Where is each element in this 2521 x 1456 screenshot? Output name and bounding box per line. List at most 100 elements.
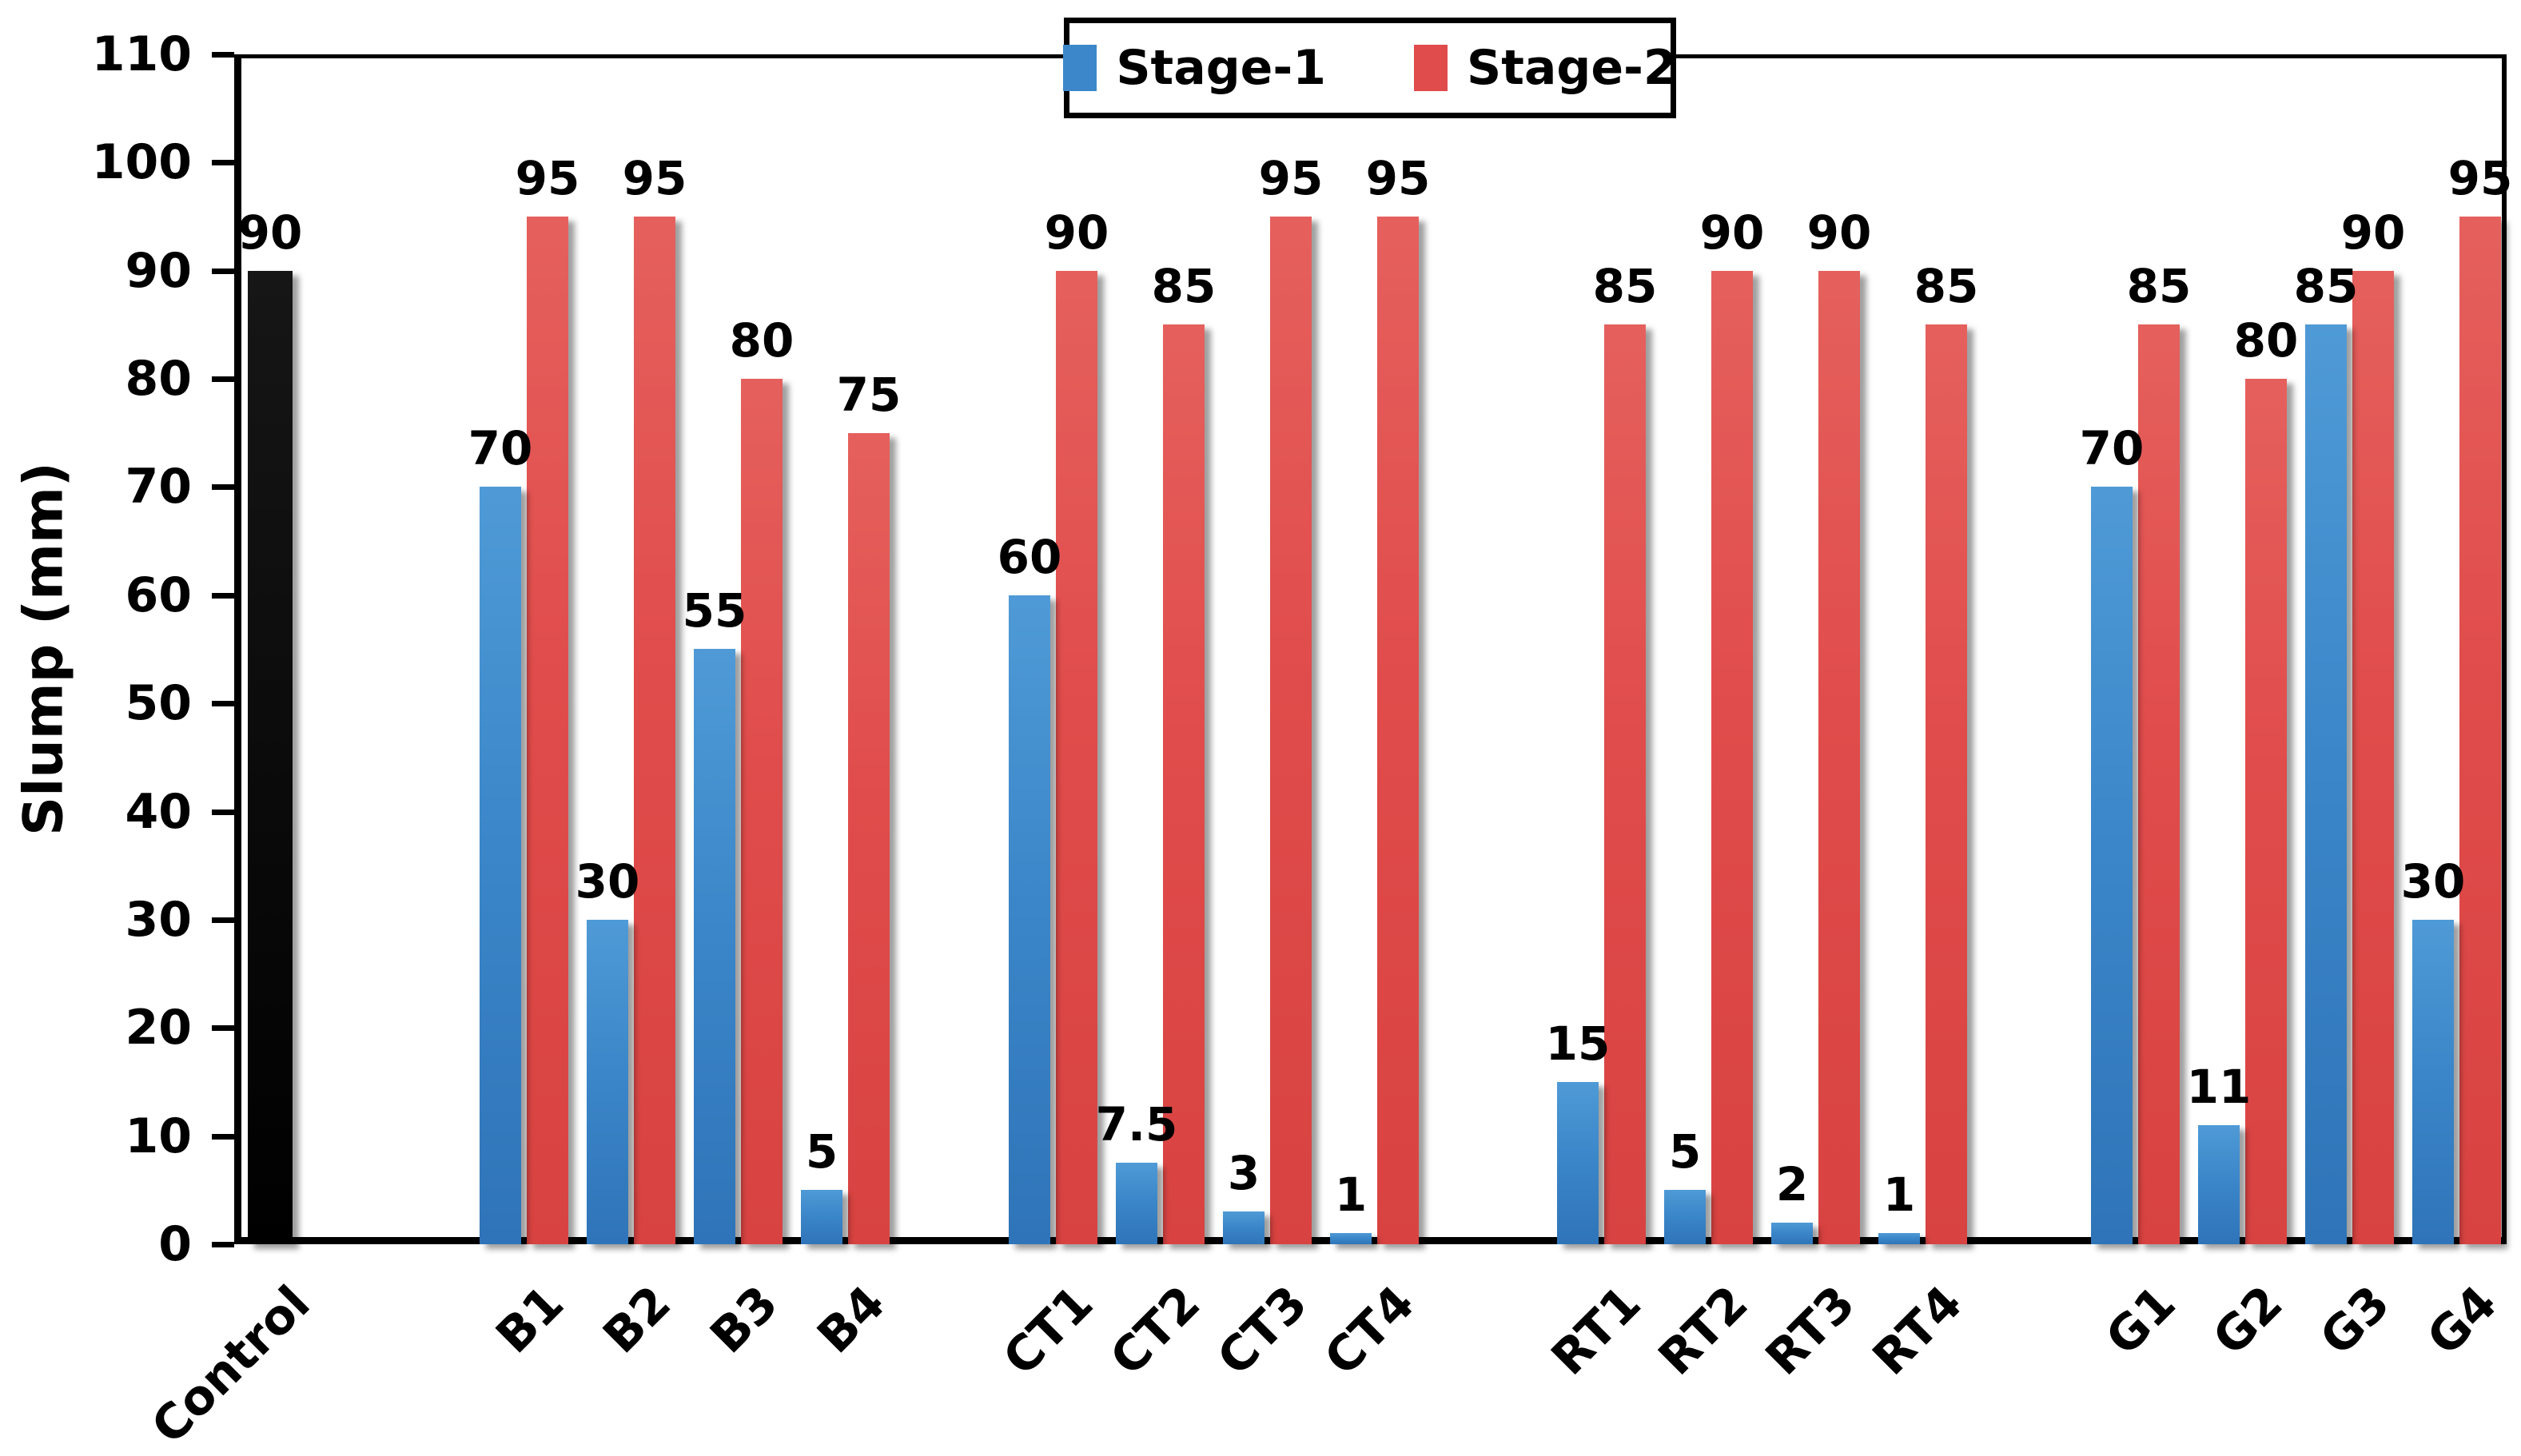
y-tick-label: 20 bbox=[125, 1000, 193, 1056]
value-label-stage2-RT4: 85 bbox=[1914, 259, 1979, 313]
y-tick-mark bbox=[212, 809, 234, 815]
bar-stage1-CT2 bbox=[1116, 1163, 1157, 1244]
value-label-stage1-CT1: 60 bbox=[997, 530, 1062, 584]
bar-stage2-G1 bbox=[2138, 324, 2180, 1244]
stage2-swatch-icon bbox=[1414, 45, 1448, 91]
category-label-G2: G2 bbox=[2202, 1275, 2293, 1366]
value-label-stage2-RT2: 90 bbox=[1699, 205, 1765, 260]
bar-stage2-G2 bbox=[2245, 379, 2287, 1244]
bar-stage2-RT4 bbox=[1926, 324, 1967, 1244]
category-label-G4: G4 bbox=[2416, 1275, 2507, 1366]
y-tick-mark bbox=[212, 1242, 234, 1247]
y-tick-label: 110 bbox=[91, 26, 192, 82]
y-tick-mark bbox=[212, 592, 234, 599]
category-label-CT3: CT3 bbox=[1206, 1275, 1318, 1386]
y-tick-mark bbox=[212, 484, 234, 491]
category-label-B3: B3 bbox=[699, 1275, 789, 1365]
value-label-stage1-G4: 30 bbox=[2400, 854, 2466, 909]
value-label-stage2-CT4: 95 bbox=[1365, 151, 1431, 205]
value-label-stage2-G4: 95 bbox=[2447, 151, 2513, 205]
bar-stage1-B1 bbox=[480, 487, 521, 1244]
y-tick-label: 50 bbox=[125, 675, 193, 732]
bar-stage1-G4 bbox=[2412, 920, 2454, 1244]
value-label-stage2-G1: 85 bbox=[2126, 259, 2192, 313]
y-tick-mark bbox=[212, 1133, 234, 1140]
category-label-G1: G1 bbox=[2095, 1275, 2186, 1366]
bar-stage1-G2 bbox=[2198, 1125, 2240, 1244]
value-label-stage1-CT3: 3 bbox=[1227, 1146, 1260, 1200]
bar-stage2-CT4 bbox=[1377, 217, 1419, 1244]
category-label-RT2: RT2 bbox=[1648, 1275, 1759, 1386]
category-label-B2: B2 bbox=[592, 1275, 682, 1365]
value-label-control: 90 bbox=[237, 205, 303, 260]
value-label-stage1-B3: 55 bbox=[682, 583, 747, 638]
category-label-B4: B4 bbox=[806, 1275, 896, 1365]
value-label-stage1-RT4: 1 bbox=[1882, 1168, 1916, 1222]
y-tick-mark bbox=[212, 160, 234, 166]
category-label-G3: G3 bbox=[2309, 1275, 2400, 1366]
value-label-stage2-CT1: 90 bbox=[1044, 205, 1109, 260]
bar-stage2-B3 bbox=[741, 379, 783, 1244]
y-tick-label: 10 bbox=[125, 1108, 193, 1164]
bar-stage1-RT3 bbox=[1771, 1223, 1813, 1244]
bar-stage2-RT3 bbox=[1818, 271, 1860, 1244]
value-label-stage2-CT2: 85 bbox=[1151, 259, 1217, 313]
value-label-stage1-G2: 11 bbox=[2186, 1060, 2252, 1114]
bar-stage2-RT2 bbox=[1711, 271, 1753, 1244]
value-label-stage2-RT1: 85 bbox=[1592, 259, 1658, 313]
y-tick-label: 60 bbox=[125, 567, 193, 623]
y-tick-mark bbox=[212, 917, 234, 923]
y-tick-mark bbox=[212, 701, 234, 707]
y-tick-label: 0 bbox=[158, 1216, 192, 1272]
legend-label-stage1: Stage-1 bbox=[1116, 40, 1326, 96]
bar-stage2-B1 bbox=[527, 217, 568, 1244]
value-label-stage2-CT3: 95 bbox=[1258, 151, 1324, 205]
value-label-stage1-B1: 70 bbox=[468, 421, 533, 475]
value-label-stage2-B4: 75 bbox=[836, 368, 902, 422]
bar-stage1-CT4 bbox=[1330, 1233, 1372, 1244]
y-tick-label: 30 bbox=[125, 891, 193, 948]
stage1-swatch-icon bbox=[1063, 45, 1097, 91]
y-tick-mark bbox=[212, 1025, 234, 1032]
bar-stage1-B3 bbox=[694, 649, 735, 1244]
bar-stage2-CT3 bbox=[1270, 217, 1312, 1244]
legend-item-stage1: Stage-1 bbox=[1063, 40, 1326, 96]
y-tick-label: 90 bbox=[125, 242, 193, 299]
value-label-stage2-B1: 95 bbox=[515, 151, 580, 205]
category-label-CT4: CT4 bbox=[1313, 1275, 1425, 1386]
category-label-RT3: RT3 bbox=[1755, 1275, 1866, 1386]
category-label-RT4: RT4 bbox=[1862, 1275, 1973, 1386]
bar-stage2-CT1 bbox=[1056, 271, 1097, 1244]
y-tick-label: 100 bbox=[91, 134, 192, 191]
legend-label-stage2: Stage-2 bbox=[1467, 40, 1677, 96]
bar-stage2-CT2 bbox=[1163, 324, 1205, 1244]
bar-stage1-RT1 bbox=[1557, 1082, 1599, 1244]
bar-stage1-RT4 bbox=[1878, 1233, 1920, 1244]
value-label-stage2-G2: 80 bbox=[2233, 313, 2299, 368]
bar-stage2-B2 bbox=[634, 217, 675, 1244]
value-label-stage1-RT1: 15 bbox=[1545, 1016, 1611, 1071]
bar-stage1-G3 bbox=[2305, 324, 2347, 1244]
bar-stage1-CT1 bbox=[1009, 595, 1050, 1244]
bar-stage2-G3 bbox=[2352, 271, 2394, 1244]
bar-stage1-B2 bbox=[587, 920, 628, 1244]
bar-control-Control bbox=[248, 271, 293, 1244]
bar-stage1-G1 bbox=[2091, 487, 2133, 1244]
value-label-stage1-G1: 70 bbox=[2079, 421, 2145, 475]
value-label-stage1-CT4: 1 bbox=[1334, 1168, 1368, 1222]
bar-stage1-RT2 bbox=[1664, 1190, 1706, 1244]
bar-stage1-CT3 bbox=[1223, 1211, 1264, 1244]
value-label-stage2-G3: 90 bbox=[2340, 205, 2406, 260]
bar-stage2-B4 bbox=[848, 433, 890, 1244]
value-label-stage2-B3: 80 bbox=[729, 313, 795, 368]
y-tick-label: 70 bbox=[125, 459, 193, 515]
y-axis-title: Slump (mm) bbox=[12, 462, 76, 836]
bar-stage2-RT1 bbox=[1604, 324, 1646, 1244]
y-tick-label: 80 bbox=[125, 351, 193, 408]
value-label-stage1-B2: 30 bbox=[575, 854, 640, 909]
value-label-stage1-G3: 85 bbox=[2293, 259, 2359, 313]
value-label-stage2-RT3: 90 bbox=[1806, 205, 1872, 260]
category-label-CT1: CT1 bbox=[992, 1275, 1104, 1386]
value-label-stage1-RT2: 5 bbox=[1668, 1124, 1702, 1179]
